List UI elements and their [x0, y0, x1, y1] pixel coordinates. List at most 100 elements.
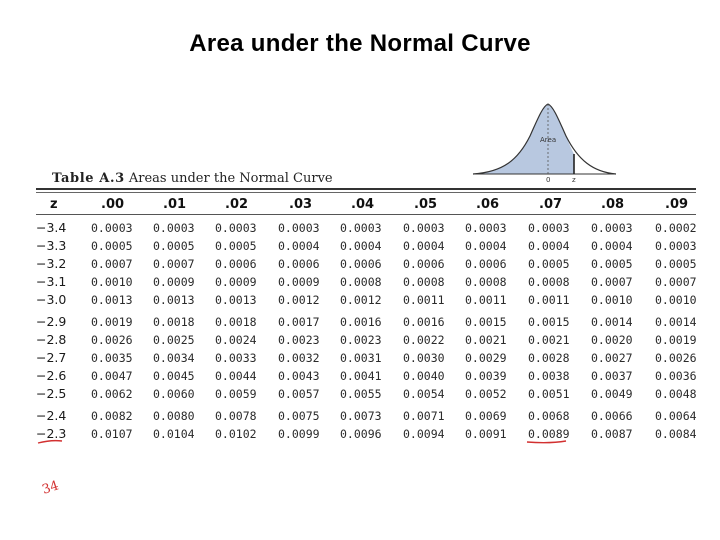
- column-header: .03: [289, 197, 313, 212]
- table-cell: 0.0003: [215, 221, 257, 235]
- column-header: .07: [539, 197, 563, 212]
- table-cell: 0.0023: [278, 333, 320, 347]
- table-cell: 0.0029: [465, 351, 507, 365]
- table-cell: 0.0011: [403, 293, 445, 307]
- table-cell: 0.0020: [591, 333, 633, 347]
- table-cell: 0.0033: [215, 351, 257, 365]
- table-cell: 0.0021: [528, 333, 570, 347]
- table-cell: 0.0003: [340, 221, 382, 235]
- z-value: −2.9: [36, 314, 67, 329]
- z-value: −2.6: [36, 368, 67, 383]
- table-caption: Table A.3 Areas under the Normal Curve: [52, 171, 333, 186]
- table-cell: 0.0008: [340, 275, 382, 289]
- table-cell: 0.0080: [153, 409, 195, 423]
- table-cell: 0.0014: [591, 315, 633, 329]
- table-cell: 0.0054: [403, 387, 445, 401]
- table-top-rule: [36, 188, 696, 190]
- table-cell: 0.0021: [465, 333, 507, 347]
- table-cell: 0.0007: [655, 275, 697, 289]
- table-cell: 0.0010: [591, 293, 633, 307]
- slide-title: Area under the Normal Curve: [189, 30, 531, 57]
- table-cell: 0.0004: [528, 239, 570, 253]
- table-cell: 0.0005: [528, 257, 570, 271]
- table-cell: 0.0005: [591, 257, 633, 271]
- table-cell: 0.0003: [91, 221, 133, 235]
- z-value: −2.4: [36, 408, 67, 423]
- table-cell: 0.0030: [403, 351, 445, 365]
- handwritten-note: 34: [40, 478, 60, 497]
- table-cell: 0.0043: [278, 369, 320, 383]
- column-header: .09: [665, 197, 689, 212]
- table-cell: 0.0031: [340, 351, 382, 365]
- table-cell: 0.0008: [465, 275, 507, 289]
- table-cell: 0.0003: [153, 221, 195, 235]
- z-value: −3.1: [36, 274, 67, 289]
- table-cell: 0.0012: [278, 293, 320, 307]
- table-cell: 0.0068: [528, 409, 570, 423]
- table-cell: 0.0011: [528, 293, 570, 307]
- table-cell: 0.0002: [655, 221, 697, 235]
- table-cell: 0.0023: [340, 333, 382, 347]
- normal-curve-svg: Area 0 z: [472, 103, 617, 184]
- table-cell: 0.0104: [153, 427, 195, 441]
- table-cell: 0.0003: [655, 239, 697, 253]
- table-cell: 0.0057: [278, 387, 320, 401]
- table-cell: 0.0052: [465, 387, 507, 401]
- table-cell: 0.0014: [655, 315, 697, 329]
- table-cell: 0.0025: [153, 333, 195, 347]
- table-cell: 0.0004: [278, 239, 320, 253]
- table-cell: 0.0047: [91, 369, 133, 383]
- table-cell: 0.0075: [278, 409, 320, 423]
- table-cell: 0.0034: [153, 351, 195, 365]
- table-cell: 0.0107: [91, 427, 133, 441]
- table-cell: 0.0010: [91, 275, 133, 289]
- table-cell: 0.0011: [465, 293, 507, 307]
- z-value: −2.3: [36, 426, 67, 441]
- table-cell: 0.0099: [278, 427, 320, 441]
- z-label: z: [572, 176, 576, 184]
- table-cell: 0.0071: [403, 409, 445, 423]
- area-label: Area: [540, 136, 556, 144]
- table-cell: 0.0049: [591, 387, 633, 401]
- z-column-header: z: [50, 197, 58, 212]
- z-value: −3.0: [36, 292, 67, 307]
- table-caption-text: Areas under the Normal Curve: [128, 171, 333, 186]
- normal-curve-figure: Area 0 z: [468, 98, 618, 184]
- table-cell: 0.0009: [153, 275, 195, 289]
- table-top-rule-thin: [36, 192, 696, 193]
- table-cell: 0.0006: [465, 257, 507, 271]
- table-cell: 0.0018: [215, 315, 257, 329]
- table-cell: 0.0073: [340, 409, 382, 423]
- table-header-rule: [36, 214, 696, 215]
- table-cell: 0.0013: [153, 293, 195, 307]
- table-cell: 0.0062: [91, 387, 133, 401]
- table-cell: 0.0006: [340, 257, 382, 271]
- table-cell: 0.0040: [403, 369, 445, 383]
- table-cell: 0.0091: [465, 427, 507, 441]
- table-cell: 0.0008: [528, 275, 570, 289]
- table-cell: 0.0006: [278, 257, 320, 271]
- table-cell: 0.0009: [215, 275, 257, 289]
- table-cell: 0.0003: [528, 221, 570, 235]
- table-cell: 0.0016: [340, 315, 382, 329]
- underline-mark-z: [37, 439, 63, 444]
- table-cell: 0.0024: [215, 333, 257, 347]
- table-cell: 0.0078: [215, 409, 257, 423]
- table-cell: 0.0009: [278, 275, 320, 289]
- column-header: .04: [351, 197, 375, 212]
- table-cell: 0.0055: [340, 387, 382, 401]
- table-cell: 0.0028: [528, 351, 570, 365]
- table-cell: 0.0039: [465, 369, 507, 383]
- column-header: .00: [101, 197, 125, 212]
- table-cell: 0.0048: [655, 387, 697, 401]
- table-cell: 0.0022: [403, 333, 445, 347]
- column-header: .01: [163, 197, 187, 212]
- table-cell: 0.0096: [340, 427, 382, 441]
- table-cell: 0.0026: [91, 333, 133, 347]
- table-cell: 0.0059: [215, 387, 257, 401]
- table-cell: 0.0038: [528, 369, 570, 383]
- table-cell: 0.0013: [215, 293, 257, 307]
- table-cell: 0.0015: [528, 315, 570, 329]
- table-cell: 0.0066: [591, 409, 633, 423]
